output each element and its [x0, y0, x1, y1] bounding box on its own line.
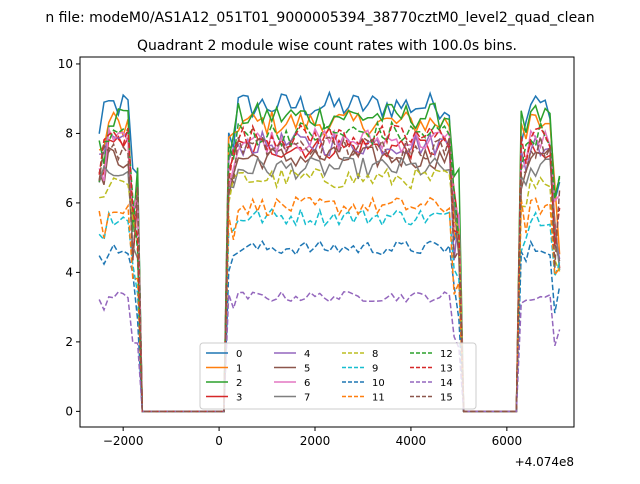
- x-tick-label: 6000: [492, 434, 523, 448]
- y-tick-label: 6: [65, 196, 73, 210]
- legend-label: 0: [236, 349, 242, 360]
- legend-label: 5: [304, 364, 310, 375]
- legend-label: 12: [440, 349, 453, 360]
- legend-label: 1: [236, 364, 242, 375]
- legend-label: 9: [372, 364, 378, 375]
- chart-title: Quadrant 2 module wise count rates with …: [137, 38, 517, 54]
- legend-label: 13: [440, 364, 453, 375]
- legend-box: [199, 342, 477, 410]
- legend-label: 10: [372, 378, 385, 389]
- legend-label: 6: [304, 378, 310, 389]
- legend-label: 4: [304, 349, 310, 360]
- x-tick-label: −2000: [103, 434, 144, 448]
- x-axis-ticks: −2000 0 2000 4000 6000: [103, 427, 522, 448]
- y-tick-label: 0: [65, 404, 73, 418]
- x-tick-label: 0: [215, 434, 223, 448]
- y-tick-label: 4: [65, 265, 73, 279]
- legend-label: 7: [304, 393, 310, 404]
- legend-label: 2: [236, 378, 242, 389]
- x-axis-offset-label: +4.074e8: [515, 455, 574, 469]
- legend-label: 14: [440, 378, 453, 389]
- legend-label: 11: [372, 393, 385, 404]
- x-tick-label: 4000: [396, 434, 427, 448]
- plot-lines: [98, 90, 561, 413]
- legend-label: 3: [236, 393, 242, 404]
- series-line-15: [98, 135, 561, 413]
- legend-label: 15: [440, 393, 453, 404]
- y-tick-label: 8: [65, 126, 73, 140]
- figure-suptitle: n file: modeM0/AS1A12_051T01_9000005394_…: [45, 10, 594, 26]
- x-tick-label: 2000: [300, 434, 331, 448]
- legend-label: 8: [372, 349, 378, 360]
- y-axis-ticks: 0 2 4 6 8 10: [58, 57, 80, 418]
- y-tick-label: 2: [65, 335, 73, 349]
- y-tick-label: 10: [58, 57, 73, 71]
- axes-frame: [79, 56, 575, 428]
